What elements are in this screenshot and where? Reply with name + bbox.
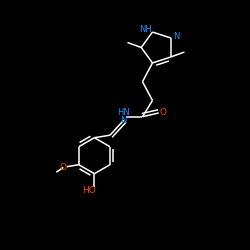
Text: NH: NH	[139, 25, 152, 34]
Text: N: N	[173, 32, 179, 41]
Text: HO: HO	[82, 186, 96, 195]
Text: HN: HN	[117, 108, 130, 117]
Text: O: O	[60, 163, 67, 172]
Text: O: O	[159, 108, 166, 117]
Text: N: N	[120, 116, 127, 125]
